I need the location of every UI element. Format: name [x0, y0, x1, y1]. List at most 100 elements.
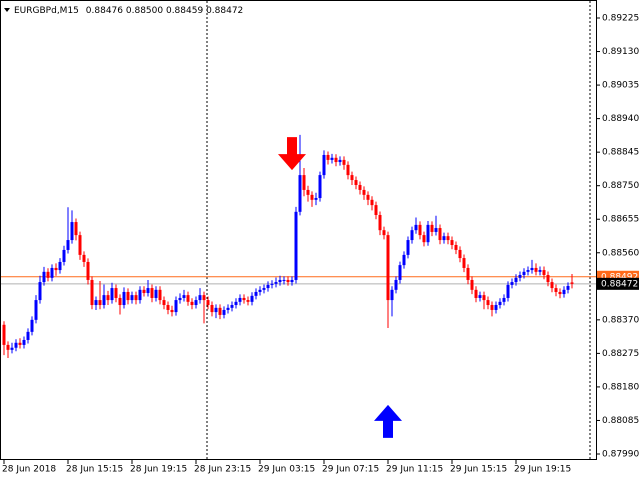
candle-body [450, 240, 454, 246]
candle-body [54, 267, 58, 271]
candle-body [438, 228, 442, 241]
candle-body [522, 271, 526, 276]
candle-body [130, 295, 134, 301]
y-tick-label: 0.88940 [602, 114, 639, 124]
candle-body [154, 289, 158, 298]
candle-body [342, 159, 346, 165]
candle-body [78, 235, 82, 255]
candle-body [558, 291, 562, 295]
candle-body [106, 295, 110, 301]
candle-body [462, 258, 466, 268]
candle-body [390, 289, 394, 301]
candle-body [186, 295, 190, 302]
candle-body [246, 300, 250, 302]
candle-body [526, 270, 530, 272]
candle-body [254, 291, 258, 296]
candle-body [494, 305, 498, 310]
chart-header: EURGBPd,M15 0.88476 0.88500 0.88459 0.88… [14, 6, 243, 16]
candle-body [550, 282, 554, 289]
candle-body [430, 224, 434, 232]
candle-body [82, 254, 86, 262]
bid-label-box [597, 277, 639, 290]
y-tick-label: 0.88180 [602, 382, 639, 392]
candle-body [242, 297, 246, 301]
candle-body [98, 300, 102, 306]
bid-label: 0.88472 [601, 279, 638, 289]
candle-body [86, 261, 90, 280]
candle-body [226, 307, 230, 310]
header-menu-icon [4, 8, 10, 12]
header-open: 0.88476 [86, 6, 123, 16]
candle-body [434, 228, 438, 232]
candle-body [126, 291, 130, 301]
candle-body [62, 249, 66, 262]
candle-body [2, 324, 6, 345]
candle-body [418, 224, 422, 236]
candle-body [270, 283, 274, 285]
candle-body [566, 285, 570, 290]
y-tick-label: 0.88750 [602, 181, 639, 191]
candle-body [498, 301, 502, 306]
candle-body [66, 240, 70, 250]
candle-body [374, 205, 378, 215]
symbol: EURGBPd,M15 [14, 6, 79, 16]
candle-body [298, 175, 302, 212]
candle-body [442, 236, 446, 241]
candle-body [350, 175, 354, 181]
candle-body [534, 267, 538, 272]
candle-body [506, 284, 510, 298]
candle-body [410, 230, 414, 241]
candle-body [266, 284, 270, 289]
candle-body [466, 267, 470, 280]
header-close: 0.88472 [206, 6, 243, 16]
y-tick-label: 0.89035 [602, 81, 639, 91]
x-tick-label: 28 Jun 2018 [2, 465, 56, 475]
y-tick-label: 0.88655 [602, 215, 639, 225]
candle-body [194, 300, 198, 306]
candle-body [454, 245, 458, 250]
candle-body [426, 224, 430, 243]
candle-body [306, 189, 310, 195]
candle-body [334, 157, 338, 163]
ask-label: 0.88492 [601, 272, 638, 282]
x-tick-label: 29 Jun 07:15 [322, 465, 379, 475]
y-tick-label: 0.88085 [602, 416, 639, 426]
candle-body [282, 279, 286, 281]
candle-body [70, 222, 74, 241]
candle-body [382, 230, 386, 236]
candle-body [330, 157, 334, 160]
header-high: 0.88500 [126, 6, 163, 16]
candle-body [474, 289, 478, 298]
x-tick-label: 28 Jun 19:15 [130, 465, 187, 475]
x-tick-label: 29 Jun 15:15 [450, 465, 507, 475]
candle-body [470, 279, 474, 290]
candle-body [530, 267, 534, 271]
candle-body [546, 275, 550, 283]
candle-body [234, 301, 238, 306]
candle-body [346, 164, 350, 176]
candle-body [22, 339, 26, 345]
candle-body [14, 342, 18, 348]
candle-body [502, 297, 506, 302]
candle-body [122, 291, 126, 306]
candle-body [538, 270, 542, 272]
candle-body [166, 305, 170, 310]
candle-body [286, 279, 290, 283]
candle-body [370, 199, 374, 206]
candle-body [206, 300, 210, 306]
candle-body [214, 307, 218, 313]
candle-body [158, 289, 162, 301]
candle-body [274, 282, 278, 284]
candle-body [30, 319, 34, 332]
candle-body [510, 282, 514, 285]
candle-body [302, 175, 306, 190]
candle-body [174, 300, 178, 313]
candle-body [262, 288, 266, 290]
candle-body [366, 194, 370, 200]
candle-body [398, 265, 402, 280]
y-tick-label: 0.88275 [602, 349, 639, 359]
candle-body [230, 305, 234, 308]
candle-body [250, 295, 254, 302]
